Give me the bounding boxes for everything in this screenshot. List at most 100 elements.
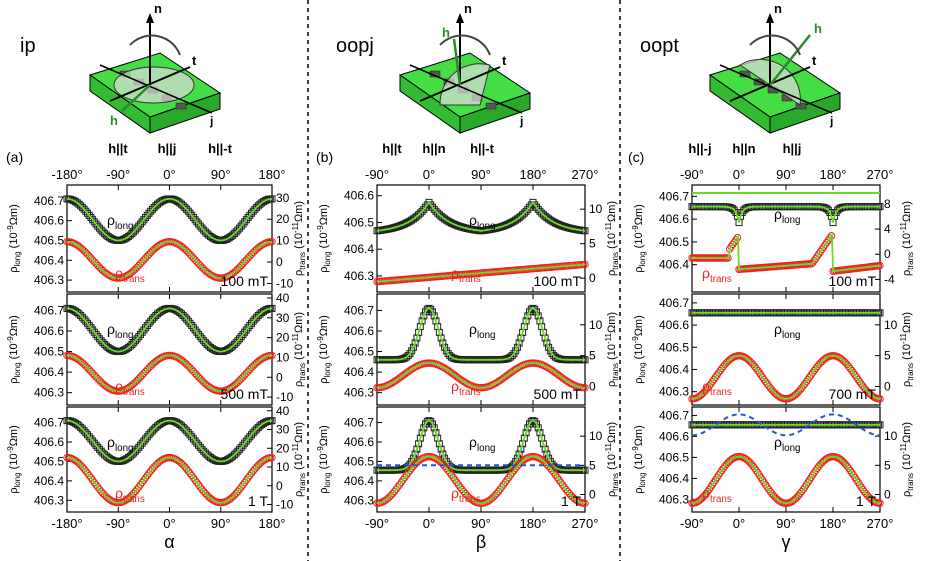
right-axis-sub: trans (298, 473, 307, 491)
right-axis-rho: ρ (293, 491, 305, 497)
top-tick-label: -90° (106, 167, 130, 182)
left-axis-exp: -9 (631, 336, 640, 344)
right-axis-unit: (10 (293, 454, 305, 473)
right-axis-tail: Ωm) (293, 312, 305, 333)
rho-long-label-rho: ρ (469, 321, 477, 337)
rho-long-point (439, 450, 447, 458)
title-oopj: oopj (336, 35, 374, 57)
rho-trans-point (551, 471, 560, 479)
rho-long-point (539, 440, 547, 448)
right-axis-exp: -11 (604, 221, 613, 233)
top-tick-label: -90° (680, 167, 704, 182)
right-tick-label: 0 (276, 255, 283, 269)
right-axis-rho: ρ (293, 270, 305, 276)
right-axis-exp: -11 (899, 442, 908, 454)
rho-long-point (512, 347, 520, 355)
rho-long-fit (692, 205, 880, 223)
right-axis-unit: (10 (293, 344, 305, 363)
rho-trans-point (558, 481, 567, 489)
rho-trans-fit (692, 354, 880, 400)
rho-long-point (536, 429, 544, 437)
left-axis-rho: ρ (633, 267, 645, 273)
right-axis-unit: (10 (606, 454, 618, 473)
left-tick-label: 406.3 (659, 492, 689, 506)
left-axis-title: ρlong (10-9Ωm) (631, 315, 647, 384)
left-tick-label: 406.5 (34, 454, 64, 468)
right-axis-tail: Ωm) (606, 312, 618, 333)
right-tick-label: 5 (589, 349, 596, 363)
left-tick-label: 406.7 (344, 303, 374, 317)
chip-side (459, 92, 531, 134)
right-tick-label: 5 (884, 349, 891, 363)
field-vector-label: h (814, 21, 822, 36)
top-tick-label: 270° (867, 167, 894, 182)
axis-t-label: t (812, 53, 817, 68)
right-axis-unit: (10 (901, 233, 913, 252)
bottom-tick-label: 180° (520, 516, 547, 531)
left-axis-rho: ρ (318, 488, 330, 494)
right-tick-label: -10 (276, 498, 294, 512)
field-label: 500 mT (534, 386, 582, 402)
rho-trans-label-rho: ρ (451, 265, 459, 281)
rho-trans-point (392, 485, 400, 494)
left-tick-label: 406.5 (659, 450, 689, 464)
right-tick-label: 10 (884, 429, 898, 443)
rho-trans-fit (66, 456, 273, 504)
panel-label-b: (b) (316, 149, 333, 165)
dashed-model-line (691, 413, 881, 437)
right-axis-title: ρtrans (10-11Ωm) (899, 312, 915, 387)
left-tick-label: 406.4 (344, 474, 374, 488)
bottom-tick-label: -90° (680, 516, 704, 531)
panel-c-700mT: 406.3406.4406.5406.6406.71050ρlongρtrans… (631, 293, 915, 406)
axis-t-label: t (192, 53, 197, 68)
rho-trans-point (447, 471, 456, 479)
right-axis-sub: trans (906, 473, 915, 491)
right-axis-rho: ρ (293, 381, 305, 387)
rho-trans-label-rho: ρ (702, 265, 710, 281)
left-axis-sub: long (323, 472, 332, 487)
left-tick-label: 406.4 (34, 253, 64, 267)
axis-j-label: j (519, 114, 523, 128)
rho-long-label-sub: long (115, 330, 134, 341)
rho-long-point (534, 424, 542, 432)
left-tick-label: 406.6 (659, 318, 689, 332)
schematic-oopj: n t j h (398, 1, 532, 134)
rho-trans-label-rho: ρ (451, 378, 459, 394)
mark-b-0: h||t (382, 141, 402, 156)
axis-j (409, 64, 523, 114)
mark-a-2: h||-t (208, 141, 233, 156)
left-tick-label: 406.3 (344, 386, 374, 400)
left-axis-unit: (10 (318, 343, 330, 362)
right-axis-exp: -11 (604, 332, 613, 344)
rho-long-point (430, 312, 438, 320)
left-axis-exp: -9 (631, 446, 640, 454)
rho-trans-label: ρtrans (115, 485, 145, 505)
bottom-tick-label: 90° (776, 516, 796, 531)
axis-n-head (456, 13, 464, 23)
rotation-arrow (749, 34, 801, 56)
field-label: 1 T (856, 493, 876, 509)
right-axis-title: ρtrans (10-11Ωm) (291, 201, 307, 276)
left-tick-label: 406.3 (34, 386, 64, 400)
field-label: 100 mT (534, 273, 582, 289)
right-axis-tail: Ωm) (293, 422, 305, 443)
rho-long-label-sub: long (115, 221, 134, 232)
left-axis-unit: (10 (8, 343, 20, 362)
field-vector-label: h (110, 113, 118, 128)
bottom-tick-label: 0° (423, 516, 435, 531)
axis-n-label: n (464, 1, 472, 16)
axis-n-label: n (154, 1, 162, 16)
right-axis-rho: ρ (901, 491, 913, 497)
rho-long-point (409, 343, 417, 351)
left-axis-title: ρlong (10-9Ωm) (316, 204, 332, 273)
right-tick-label: 5 (589, 237, 596, 251)
left-tick-label: 406.7 (659, 408, 689, 422)
rho-trans-point (402, 471, 411, 479)
angle-axis-label: β (476, 532, 486, 552)
rho-trans-point (401, 473, 409, 482)
rho-trans-point (239, 481, 247, 489)
left-tick-label: 406.6 (34, 435, 64, 449)
rho-trans-label: ρtrans (451, 265, 481, 285)
